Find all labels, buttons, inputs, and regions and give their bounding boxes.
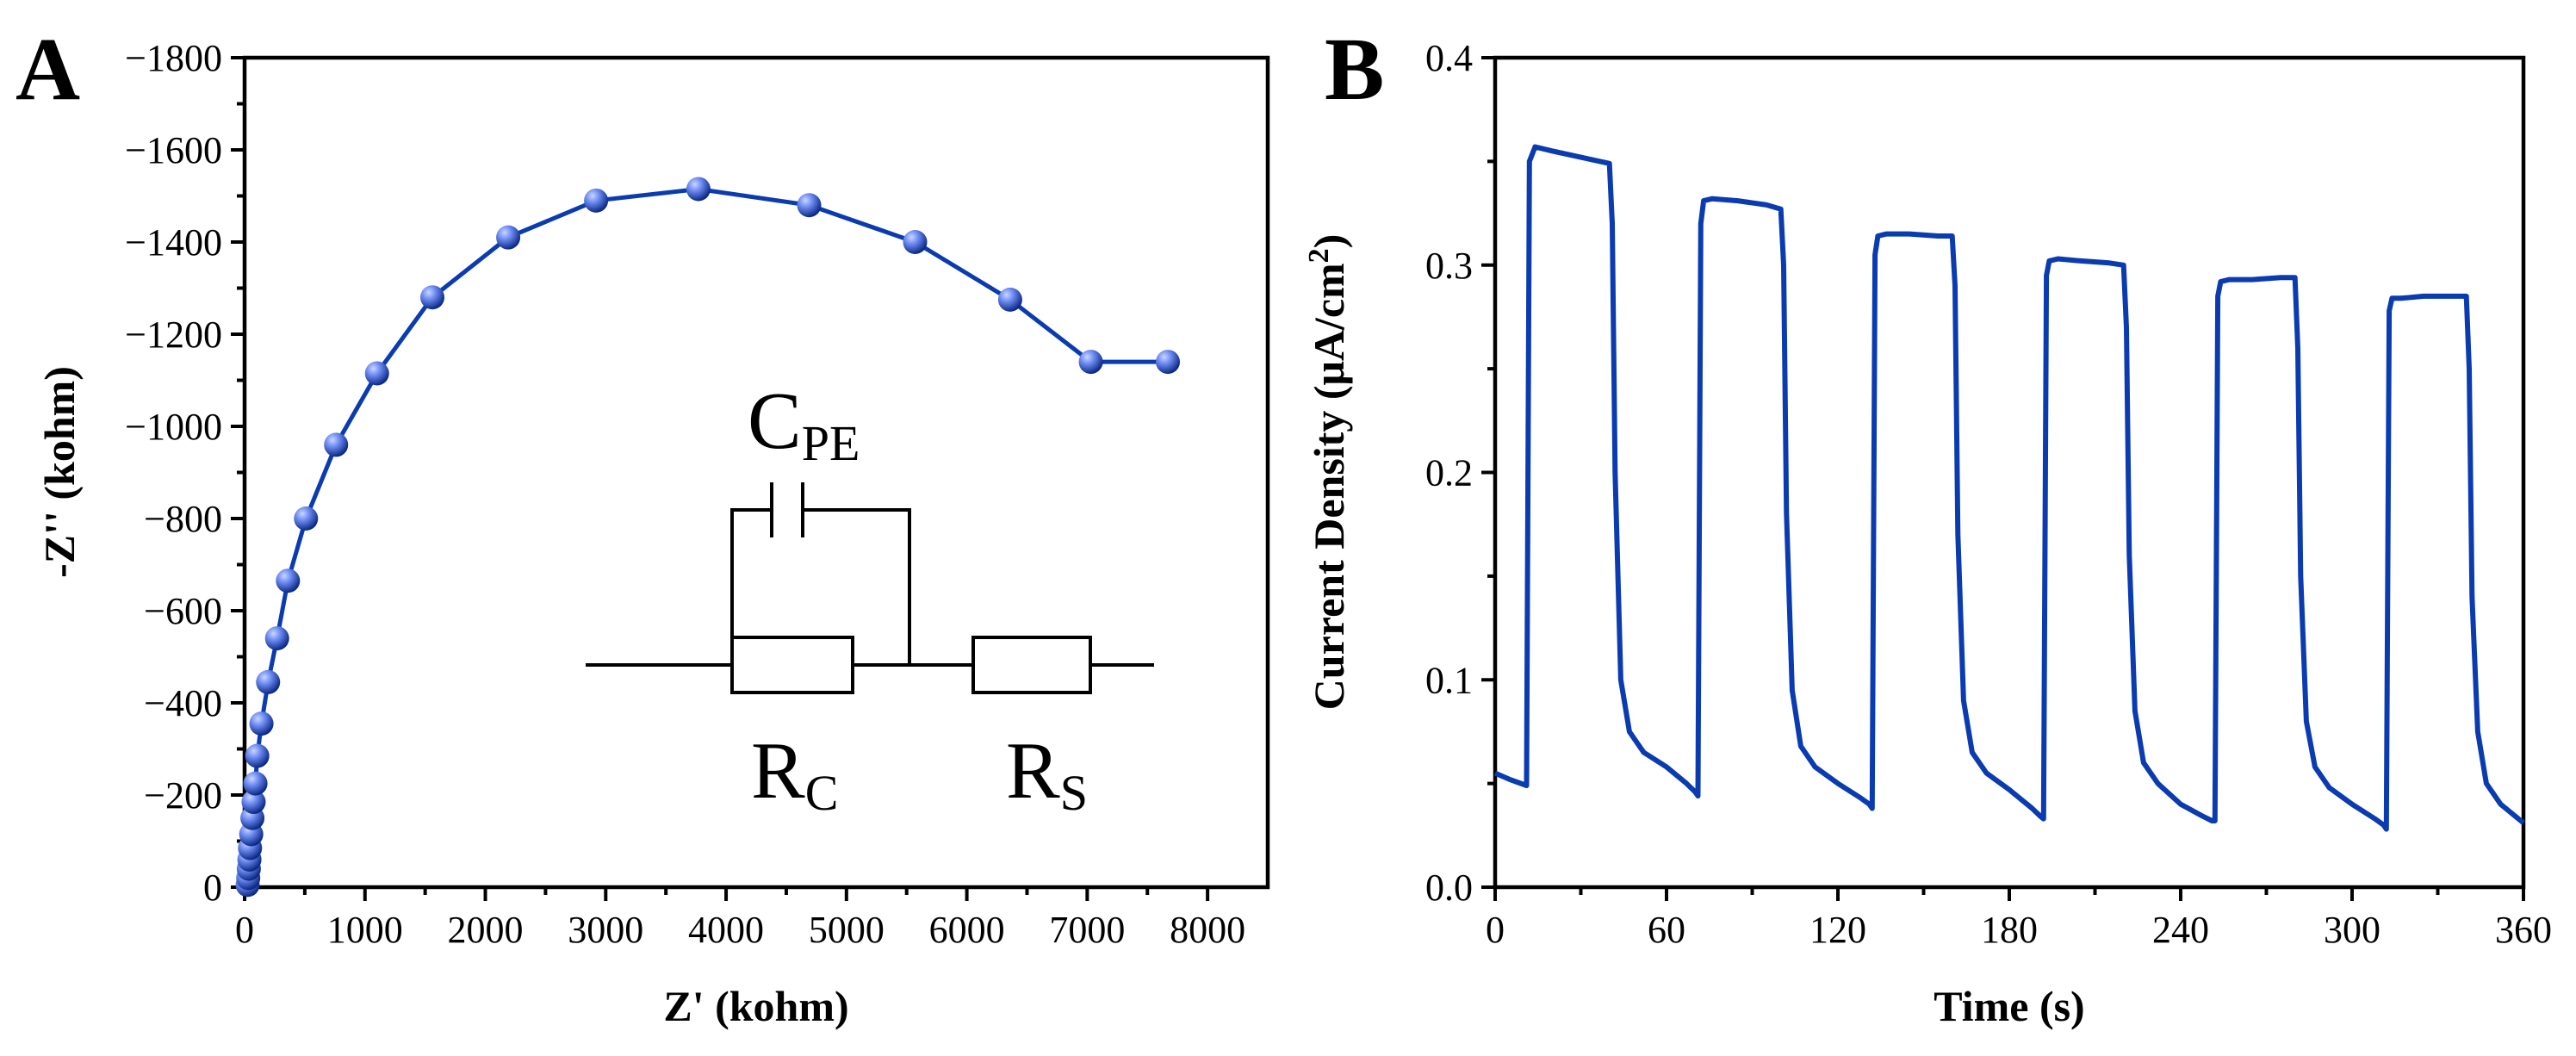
- panel-b-letter: B: [1325, 20, 1384, 119]
- y-tick-label: −1200: [125, 314, 222, 356]
- y-tick-label: −200: [144, 774, 222, 817]
- y-tick-label: −1400: [125, 221, 222, 264]
- x-tick-label: 7000: [1049, 909, 1125, 951]
- y-tick-label: −1000: [125, 406, 222, 448]
- data-point: [997, 287, 1022, 312]
- data-point: [241, 790, 266, 815]
- data-point: [276, 568, 301, 593]
- panel-b-y-axis-title-sup: 2: [1303, 248, 1335, 263]
- cpe-label-main: C: [748, 376, 802, 466]
- data-point: [243, 771, 268, 796]
- panel-b: B 0 60 120 180 240 300 360 0.0 0.1 0.2 0.3 0.4 Time…: [1303, 20, 2552, 1030]
- panel-b-x-axis-title: Time (s): [1934, 982, 2084, 1030]
- rc-label: RC: [751, 726, 838, 821]
- data-point: [903, 230, 928, 254]
- panel-a-y-axis-title: -Z'' (kohm): [35, 366, 84, 578]
- x-tick-label: 3000: [568, 909, 643, 951]
- x-tick-label: 1000: [327, 909, 403, 951]
- data-point: [256, 669, 281, 694]
- data-point: [249, 711, 274, 736]
- panel-b-tick-labels: 0 60 120 180 240 300 360 0.0 0.1 0.2 0.3 0.4: [1425, 37, 2552, 951]
- data-point: [364, 361, 389, 386]
- panel-b-axis-ticks: [1481, 56, 2525, 901]
- rs-label-main: R: [1006, 726, 1060, 816]
- panel-b-y-axis-title-main: Current Density (μA/cm: [1305, 263, 1353, 710]
- circuit-wires: [586, 508, 1154, 667]
- x-tick-label: 5000: [809, 909, 885, 951]
- panel-a-data-points: [235, 177, 1180, 898]
- y-tick-label: −800: [144, 498, 222, 540]
- rc-label-main: R: [751, 726, 805, 816]
- panel-a-tick-labels: 0 1000 2000 3000 4000 5000 6000 7000 8000 0 −200 −4…: [125, 37, 1245, 951]
- data-point: [584, 188, 609, 213]
- data-point: [686, 177, 711, 202]
- resistor-rs: [971, 636, 1092, 694]
- panel-a-x-axis-title: Z' (kohm): [663, 982, 848, 1030]
- x-tick-label: 240: [2152, 909, 2209, 951]
- rs-label-sub: S: [1060, 765, 1088, 821]
- cpe-label-sub: PE: [802, 415, 860, 471]
- data-point: [420, 285, 445, 310]
- rc-label-sub: C: [805, 765, 839, 821]
- y-tick-label: −400: [144, 682, 222, 724]
- rs-label: RS: [1006, 726, 1088, 821]
- y-tick-label: 0.0: [1425, 867, 1473, 909]
- y-tick-label: 0: [203, 867, 222, 909]
- x-tick-label: 2000: [448, 909, 524, 951]
- x-tick-label: 120: [1809, 909, 1866, 951]
- x-tick-label: 180: [1981, 909, 2038, 951]
- data-point: [245, 743, 270, 768]
- y-tick-label: −1600: [125, 129, 222, 171]
- y-tick-label: 0.4: [1425, 37, 1473, 79]
- y-tick-label: 0.3: [1425, 245, 1473, 287]
- y-tick-label: 0.1: [1425, 659, 1473, 701]
- data-point: [264, 626, 289, 651]
- x-tick-label: 0: [1486, 909, 1505, 951]
- x-tick-label: 8000: [1170, 909, 1245, 951]
- data-point: [1078, 350, 1103, 375]
- x-tick-label: 4000: [688, 909, 764, 951]
- panel-b-plot-frame: [1493, 55, 2526, 890]
- x-tick-label: 6000: [929, 909, 1005, 951]
- data-point: [1155, 350, 1180, 375]
- data-point: [496, 225, 521, 250]
- y-tick-label: 0.2: [1425, 452, 1473, 494]
- y-tick-label: −1800: [125, 37, 222, 79]
- panel-a: A 0 1000 2000 3000 4000 5000 6000 7000 8000 0 −200…: [16, 20, 1270, 1030]
- equivalent-circuit-inset: CPE RC RS: [586, 376, 1154, 821]
- data-point: [324, 432, 349, 457]
- panel-b-y-axis-title: Current Density (μA/cm2): [1303, 234, 1353, 711]
- panel-a-axis-ticks: [231, 56, 1210, 901]
- resistor-rc: [730, 636, 854, 694]
- x-tick-label: 360: [2495, 909, 2552, 951]
- data-point: [797, 193, 822, 218]
- panel-b-series-line: [1493, 144, 2525, 832]
- data-point: [294, 506, 319, 531]
- panel-a-letter: A: [16, 20, 80, 119]
- y-tick-label: −600: [144, 590, 222, 632]
- x-tick-label: 300: [2324, 909, 2380, 951]
- panel-b-y-axis-title-close: ): [1305, 234, 1353, 249]
- x-tick-label: 60: [1648, 909, 1685, 951]
- x-tick-label: 0: [235, 909, 254, 951]
- cpe-label: CPE: [748, 376, 860, 471]
